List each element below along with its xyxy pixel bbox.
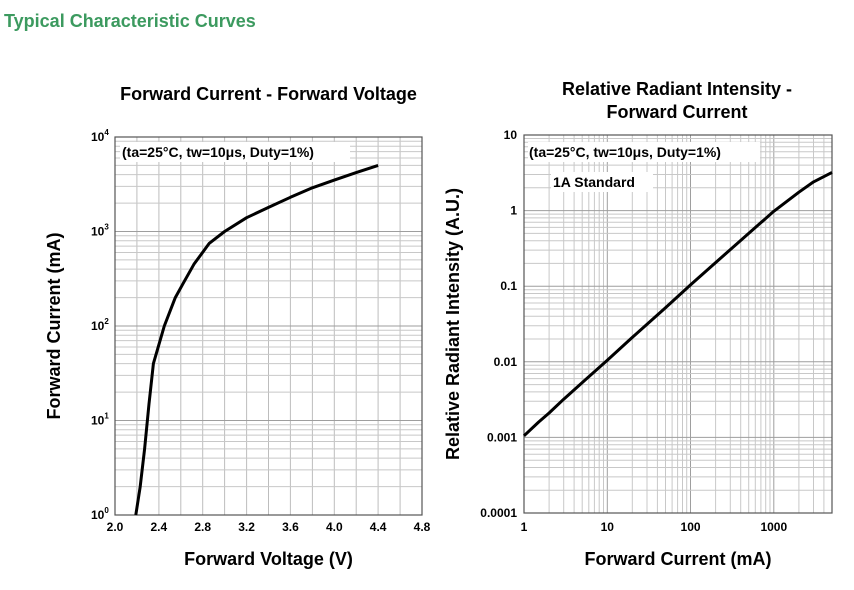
chart2-annotation-bg xyxy=(528,142,760,162)
chart1-y-tick-exponent: 4 xyxy=(104,128,109,137)
chart1-x-tick-label: 2.8 xyxy=(194,520,211,534)
chart2-y-tick-label: 0.01 xyxy=(494,355,518,369)
chart1-x-tick-label: 3.6 xyxy=(282,520,299,534)
chart2-annotation: (ta=25°C, tw=10μs, Duty=1%) xyxy=(529,144,721,160)
page-title: Typical Characteristic Curves xyxy=(4,11,256,31)
chart2-series-line xyxy=(522,171,833,437)
chart2-title-line: Forward Current xyxy=(606,102,747,122)
chart2-standard-label: 1A Standard xyxy=(553,174,635,190)
chart1-x-axis-label: Forward Voltage (V) xyxy=(184,549,353,569)
chart1-x-tick-label: 3.2 xyxy=(238,520,255,534)
chart2-y-tick-label: 0.001 xyxy=(487,430,517,444)
chart1-x-tick-label: 4.8 xyxy=(414,520,431,534)
chart1-grid xyxy=(114,137,423,516)
chart1-title: Forward Current - Forward Voltage xyxy=(120,84,417,104)
chart1-annotation-bg xyxy=(120,142,350,162)
chart2-y-tick-label: 0.1 xyxy=(500,279,517,293)
chart1-x-tick-label: 2.4 xyxy=(151,520,168,534)
chart2-y-tick-label: 10 xyxy=(504,128,518,142)
chart2-y-axis-label: Relative Radiant Intensity (A.U.) xyxy=(443,188,463,460)
chart2-title-line: Relative Radiant Intensity - xyxy=(562,79,792,99)
chart2-frame xyxy=(523,134,833,514)
chart1-y-axis-label: Forward Current (mA) xyxy=(44,232,64,419)
chart1-y-tick-exponent: 3 xyxy=(104,223,109,232)
chart2-x-tick-label: 1 xyxy=(521,520,528,534)
chart1-x-tick-label: 4.0 xyxy=(326,520,343,534)
chart2-x-tick-label: 100 xyxy=(681,520,701,534)
chart1-x-tick-label: 2.0 xyxy=(107,520,124,534)
chart2-x-tick-label: 1000 xyxy=(760,520,787,534)
chart2-standard-bg xyxy=(551,172,653,192)
chart1-series-line xyxy=(134,163,379,516)
chart1-y-tick-exponent: 0 xyxy=(104,506,109,515)
chart1-x-tick-label: 4.4 xyxy=(370,520,387,534)
chart1-annotation: (ta=25°C, tw=10μs, Duty=1%) xyxy=(122,144,314,160)
chart2-y-tick-label: 1 xyxy=(510,204,517,218)
chart1-frame xyxy=(114,136,423,516)
chart2-x-tick-label: 10 xyxy=(601,520,615,534)
chart2-y-tick-label: 0.0001 xyxy=(480,506,517,520)
chart2-x-axis-label: Forward Current (mA) xyxy=(584,549,771,569)
chart1-y-tick-exponent: 2 xyxy=(104,317,109,326)
chart1-y-tick-exponent: 1 xyxy=(104,412,109,421)
